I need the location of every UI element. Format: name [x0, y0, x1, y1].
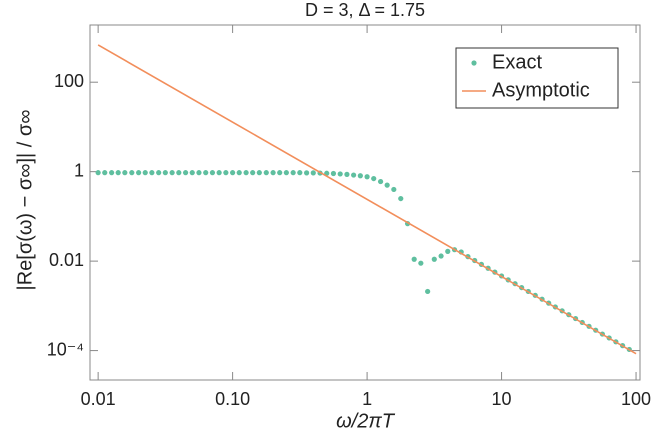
legend-marker	[471, 60, 477, 66]
x-tick-label: 100	[621, 389, 651, 409]
data-point	[310, 170, 316, 176]
data-point	[371, 175, 377, 182]
legend-label: Exact	[492, 51, 542, 73]
data-point	[256, 170, 262, 176]
data-point	[250, 170, 256, 176]
data-point	[136, 170, 142, 176]
data-point	[304, 170, 310, 176]
data-point	[431, 256, 437, 262]
data-point	[109, 170, 115, 176]
data-point	[263, 170, 269, 176]
data-point	[129, 170, 135, 176]
data-line	[97, 44, 637, 355]
legend-box	[455, 47, 619, 109]
data-point	[384, 182, 390, 188]
data-point	[270, 170, 276, 176]
data-point	[391, 186, 397, 193]
data-point	[162, 170, 168, 176]
data-point	[290, 170, 296, 176]
data-point	[337, 171, 343, 177]
data-point	[330, 170, 337, 177]
data-point	[122, 170, 128, 176]
y-tick-label: 1	[74, 160, 84, 180]
data-point	[364, 174, 370, 180]
y-tick-label: 100	[54, 71, 84, 91]
data-point	[149, 170, 155, 176]
data-point	[297, 170, 303, 176]
data-point	[95, 170, 101, 176]
data-point	[236, 170, 242, 176]
data-point	[377, 178, 384, 185]
data-point	[418, 260, 424, 266]
data-point	[425, 288, 431, 295]
data-point	[203, 170, 209, 176]
data-point	[142, 170, 148, 176]
data-point	[283, 170, 289, 176]
data-point	[223, 170, 229, 176]
data-point	[398, 195, 404, 202]
data-point	[351, 172, 357, 178]
data-point	[445, 248, 451, 254]
x-tick-label: 0.10	[215, 389, 250, 409]
data-point	[411, 256, 417, 262]
data-point	[189, 170, 195, 176]
plot-frame	[89, 24, 641, 381]
data-point	[438, 253, 444, 259]
x-axis-label: ω/2πT	[336, 410, 396, 432]
data-point	[216, 170, 222, 176]
x-tick-label: 10	[492, 389, 512, 409]
data-point	[230, 170, 236, 176]
data-point	[196, 170, 202, 176]
data-point	[182, 170, 189, 176]
data-point	[243, 170, 249, 176]
data-point	[176, 170, 182, 176]
y-tick-label: 0.01	[49, 250, 84, 270]
data-point	[277, 170, 283, 176]
data-point	[102, 170, 108, 176]
y-axis-label: |Re[σ(ω) − σ∞]| / σ∞	[14, 109, 36, 290]
chart-title: D = 3, Δ = 1.75	[305, 0, 425, 20]
y-tick-label: 10⁻⁴	[47, 339, 84, 359]
legend-label: Asymptotic	[492, 79, 590, 101]
data-point	[344, 171, 350, 177]
x-tick-label: 0.01	[81, 389, 116, 409]
x-tick-label: 1	[362, 389, 372, 409]
data-point	[209, 170, 216, 176]
data-point	[357, 173, 363, 179]
data-point	[115, 170, 121, 176]
data-point	[169, 170, 175, 176]
data-point	[156, 170, 162, 176]
